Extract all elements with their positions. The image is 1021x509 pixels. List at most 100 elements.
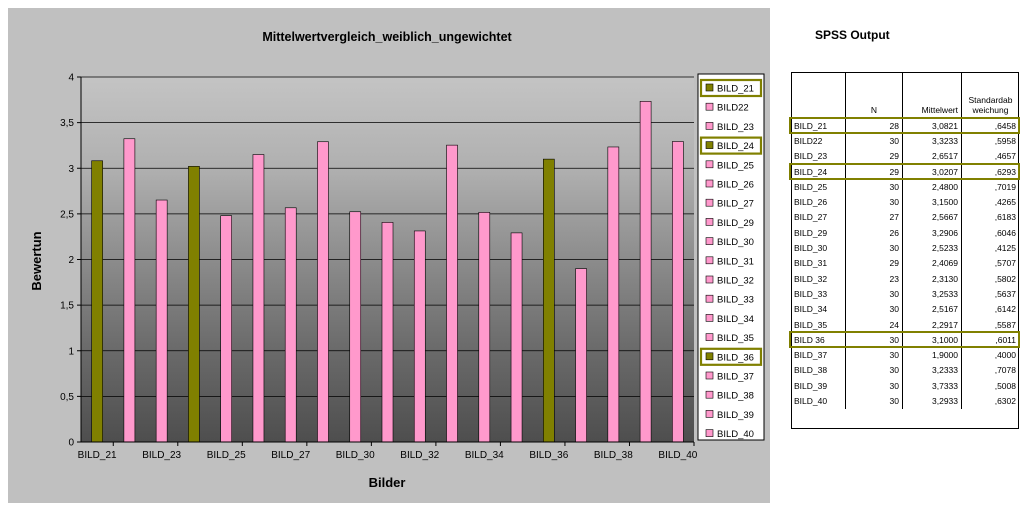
legend-label: BILD_24	[717, 141, 754, 152]
bar-bild-26	[252, 154, 265, 443]
chart-title: Mittelwertvergleich_weiblich_ungewichtet	[262, 30, 512, 44]
legend-swatch	[705, 314, 714, 322]
spss-table: N Mittelwert Standardab weichung BILD_21…	[791, 72, 1019, 409]
bar-bild-35	[510, 232, 523, 443]
spss-row: BILD_40 30 3,2933,6302	[791, 393, 1019, 409]
spss-cell-label: BILD_37	[794, 350, 828, 361]
spss-cell-std: ,6293	[961, 163, 1019, 180]
bar-bild-37	[575, 268, 587, 443]
legend-label: BILD_31	[717, 256, 754, 267]
y-tick-labels: 0 0,5 1 1,5 2 2,5 3 3,5 4	[60, 73, 81, 449]
spss-cell-std: ,5637	[961, 286, 1019, 302]
x-tick-label: BILD_25	[207, 450, 246, 461]
spss-cell-n: 30	[845, 133, 903, 149]
bar-chart: Mittelwertvergleich_weiblich_ungewichtet…	[29, 30, 765, 490]
spss-cell-label: BILD_32	[794, 273, 828, 284]
spss-header-standardabweichung: Standardab weichung	[961, 72, 1019, 119]
y-tick-label: 3	[68, 164, 74, 175]
spss-cell-label: BILD22	[794, 135, 823, 146]
spss-cell-std: ,5802	[961, 270, 1019, 287]
y-tick-label: 1	[68, 346, 74, 357]
x-tick-label: BILD_38	[594, 450, 633, 461]
spss-header-mittelwert: Mittelwert	[902, 72, 962, 119]
chart-panel: Mittelwertvergleich_weiblich_ungewichtet…	[8, 8, 770, 503]
legend-swatch	[705, 352, 714, 361]
spss-cell-n: 29	[845, 148, 903, 164]
legend-swatch	[705, 122, 714, 130]
bar-bild-33	[446, 144, 458, 443]
spss-row: BILD_30 30 2,5233,4125	[791, 240, 1019, 256]
legend-swatch	[705, 390, 714, 399]
spss-cell-n: 30	[845, 240, 903, 256]
legend-label: BILD_27	[717, 199, 754, 210]
spss-output-title: SPSS Output	[815, 28, 890, 42]
legend-swatch	[705, 160, 714, 169]
bar-bild-39	[639, 101, 652, 443]
spss-cell-mittelwert: 2,5667	[902, 209, 962, 226]
spss-cell-n: 27	[845, 209, 903, 226]
legend-label: BILD_37	[717, 372, 754, 383]
bar-bild-21	[91, 160, 103, 443]
legend-label: BILD_32	[717, 276, 754, 287]
spss-cell-std: ,5958	[961, 133, 1019, 149]
legend-swatch	[705, 102, 714, 111]
legend-label: BILD_38	[717, 391, 754, 402]
spss-cell-std: ,6046	[961, 225, 1019, 241]
spss-row: BILD_29 26 3,2906,6046	[791, 225, 1019, 241]
spss-cell-label: BILD_23	[794, 151, 828, 162]
y-tick-label: 4	[68, 73, 74, 84]
spss-row: BILD_23 29 2,6517,4657	[791, 148, 1019, 164]
bar-bild-29	[317, 141, 329, 443]
bar-bild-31	[381, 222, 394, 443]
legend-swatch	[705, 83, 714, 92]
spss-cell-n: 29	[845, 255, 903, 271]
spss-row: BILD_32 23 2,3130,5802	[791, 270, 1019, 287]
legend-swatch	[705, 333, 714, 341]
spss-row: BILD_25 30 2,4800,7019	[791, 179, 1019, 195]
legend-label: BILD_40	[717, 429, 754, 440]
spss-cell-label: BILD_25	[794, 181, 828, 192]
spss-cell-label: BILD_21	[794, 120, 828, 131]
x-tick-label: BILD_23	[142, 450, 181, 461]
x-tick-label: BILD_27	[271, 450, 310, 461]
x-tick-label: BILD_32	[400, 450, 439, 461]
spss-cell-label: BILD_35	[794, 319, 828, 330]
spss-row: BILD_24 29 3,0207,6293	[791, 163, 1019, 180]
spss-row: BILD_35 24 2,2917,5587	[791, 316, 1019, 333]
spss-header-n: N	[845, 72, 903, 119]
spss-cell-label: BILD_40	[794, 395, 828, 406]
bar-bild-40	[672, 141, 684, 443]
spss-cell-n: 30	[845, 179, 903, 195]
legend: BILD_21 BILD22 BILD_23 BILD_24 BILD_25 BILD_2…	[697, 73, 765, 441]
spss-cell-std: ,7019	[961, 179, 1019, 195]
spss-row: BILD_38 30 3,2333,7078	[791, 362, 1019, 379]
legend-label: BILD_33	[717, 295, 754, 306]
legend-label: BILD_29	[717, 218, 754, 229]
spss-cell-n: 30	[845, 378, 903, 394]
spss-cell-label: BILD_38	[794, 365, 828, 376]
y-axis-label: Bewertun	[29, 231, 44, 290]
spss-cell-mittelwert: 2,2917	[902, 316, 962, 333]
bar-bild-24	[188, 166, 200, 443]
legend-swatch	[705, 198, 714, 207]
x-tick-label: BILD_36	[529, 450, 568, 461]
y-tick-label: 1,5	[60, 301, 74, 312]
spss-cell-mittelwert: 3,0207	[902, 163, 962, 180]
spss-cell-label: BILD_31	[794, 258, 828, 269]
spss-cell-mittelwert: 1,9000	[902, 347, 962, 363]
bar-bild-32	[413, 230, 426, 443]
legend-label: BILD_34	[717, 314, 754, 325]
spss-cell-label: BILD_27	[794, 212, 828, 223]
legend-swatch	[705, 371, 714, 380]
legend-swatch	[705, 275, 714, 284]
spss-cell-n: 30	[845, 347, 903, 363]
spss-cell-mittelwert: 3,3233	[902, 133, 962, 149]
bar-bild-34	[478, 212, 491, 443]
legend-label: BILD_36	[717, 352, 754, 363]
spss-header-empty	[791, 72, 846, 119]
x-axis-label: Bilder	[369, 475, 406, 490]
spss-cell-mittelwert: 2,6517	[902, 148, 962, 164]
legend-highlight	[699, 78, 763, 98]
legend-swatch	[705, 294, 714, 303]
spss-cell-std: ,6302	[961, 393, 1019, 409]
